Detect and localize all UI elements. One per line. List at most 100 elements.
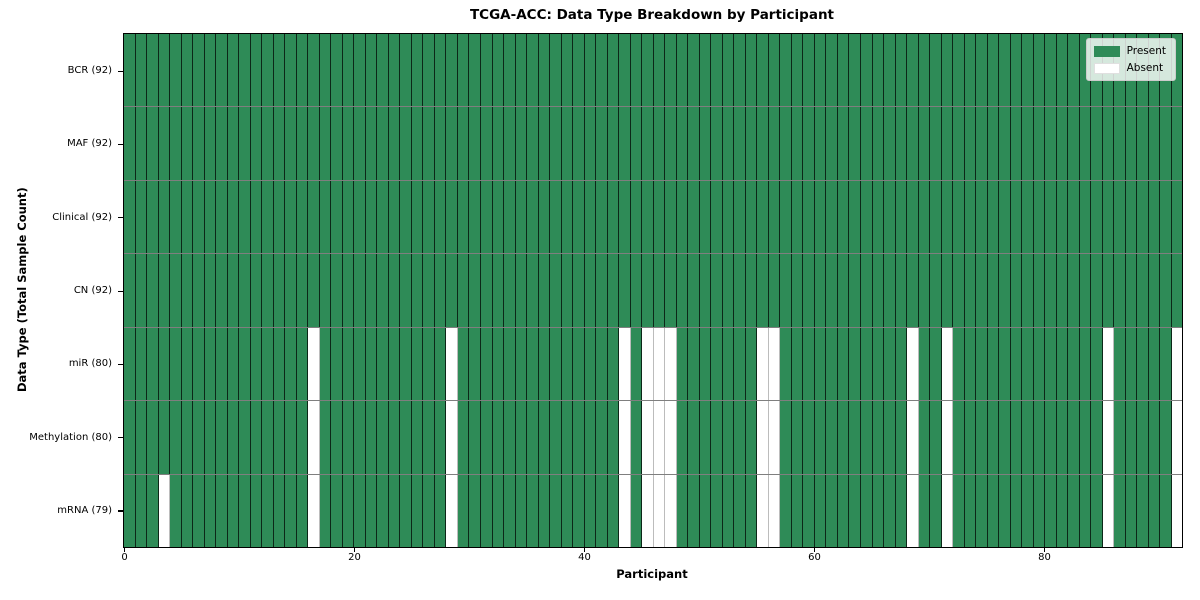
matrix-cell	[630, 254, 643, 327]
matrix-cell	[976, 34, 988, 107]
matrix-cell	[285, 34, 297, 107]
matrix-cell	[861, 401, 873, 474]
x-tick-mark	[583, 548, 586, 552]
matrix-cell	[734, 34, 746, 107]
matrix-cell	[861, 254, 873, 327]
matrix-cell	[388, 254, 401, 327]
matrix-row-mrna	[124, 473, 1183, 547]
matrix-cell	[584, 180, 597, 254]
matrix-cell	[147, 254, 159, 327]
matrix-cell	[1102, 180, 1115, 254]
matrix-cell	[837, 254, 850, 327]
matrix-row-methylation	[124, 400, 1183, 474]
matrix-cell	[688, 327, 700, 401]
matrix-cell	[964, 254, 977, 327]
matrix-cell	[308, 254, 320, 327]
matrix-cell	[480, 401, 493, 474]
matrix-cell	[319, 34, 332, 107]
matrix-cell	[918, 401, 931, 474]
matrix-cell	[1125, 474, 1138, 547]
matrix-cell	[861, 474, 873, 547]
matrix-cell	[181, 474, 194, 547]
matrix-cell	[1056, 180, 1069, 254]
matrix-cell	[941, 107, 954, 180]
y-tick-label: Clinical (92)	[52, 211, 112, 223]
matrix-cell	[895, 180, 908, 254]
matrix-cell	[342, 401, 355, 474]
matrix-cell	[665, 107, 677, 180]
matrix-cell	[976, 180, 988, 254]
matrix-cell	[1171, 254, 1183, 327]
matrix-cell	[538, 254, 551, 327]
matrix-cell	[365, 327, 378, 401]
matrix-cell	[504, 254, 516, 327]
matrix-cell	[388, 107, 401, 180]
x-tick-label: 60	[808, 552, 821, 563]
matrix-cell	[469, 401, 481, 474]
matrix-cell	[181, 327, 194, 401]
matrix-cell	[849, 401, 861, 474]
matrix-cell	[158, 180, 171, 254]
matrix-cell	[1068, 254, 1080, 327]
matrix-cell	[388, 34, 401, 107]
matrix-cell	[227, 474, 240, 547]
matrix-cell	[1114, 327, 1126, 401]
matrix-cell	[388, 401, 401, 474]
matrix-cell	[607, 254, 620, 327]
matrix-cell	[538, 401, 551, 474]
matrix-cell	[699, 254, 712, 327]
matrix-cell	[619, 180, 631, 254]
matrix-cell	[780, 180, 792, 254]
matrix-cell	[849, 107, 861, 180]
matrix-cell	[354, 401, 366, 474]
matrix-cell	[780, 254, 792, 327]
matrix-cell	[354, 474, 366, 547]
matrix-cell	[999, 474, 1011, 547]
matrix-cell	[941, 474, 954, 547]
matrix-cell	[365, 474, 378, 547]
matrix-cell	[1091, 180, 1103, 254]
matrix-cell	[1022, 107, 1034, 180]
matrix-cell	[907, 107, 919, 180]
matrix-cell	[319, 180, 332, 254]
matrix-cell	[377, 107, 389, 180]
matrix-cell	[803, 107, 815, 180]
matrix-cell	[377, 34, 389, 107]
matrix-cell	[584, 401, 597, 474]
matrix-cell	[653, 254, 666, 327]
matrix-cell	[630, 327, 643, 401]
plot-area: Present Absent	[123, 33, 1183, 548]
matrix-cell	[688, 107, 700, 180]
matrix-cell	[1079, 474, 1092, 547]
matrix-cell	[250, 34, 263, 107]
matrix-cell	[550, 474, 562, 547]
matrix-cell	[642, 474, 654, 547]
matrix-cell	[711, 34, 723, 107]
y-tick-label: BCR (92)	[67, 65, 112, 77]
matrix-cell	[480, 254, 493, 327]
matrix-cell	[953, 254, 965, 327]
matrix-cell	[665, 401, 677, 474]
matrix-cell	[1033, 180, 1046, 254]
matrix-cell	[964, 327, 977, 401]
matrix-cell	[400, 34, 412, 107]
matrix-cell	[181, 401, 194, 474]
matrix-cell	[492, 34, 505, 107]
matrix-cell	[1045, 254, 1057, 327]
matrix-cell	[527, 254, 539, 327]
matrix-cell	[262, 180, 274, 254]
matrix-cell	[745, 107, 758, 180]
matrix-cell	[170, 107, 182, 180]
matrix-cell	[527, 327, 539, 401]
matrix-cell	[1079, 401, 1092, 474]
matrix-cell	[976, 327, 988, 401]
matrix-cell	[1102, 327, 1115, 401]
matrix-cell	[619, 34, 631, 107]
matrix-cell	[642, 254, 654, 327]
matrix-cell	[722, 107, 735, 180]
matrix-cell	[665, 34, 677, 107]
matrix-cell	[204, 401, 217, 474]
matrix-cell	[342, 34, 355, 107]
matrix-cell	[596, 180, 608, 254]
matrix-cell	[814, 180, 827, 254]
